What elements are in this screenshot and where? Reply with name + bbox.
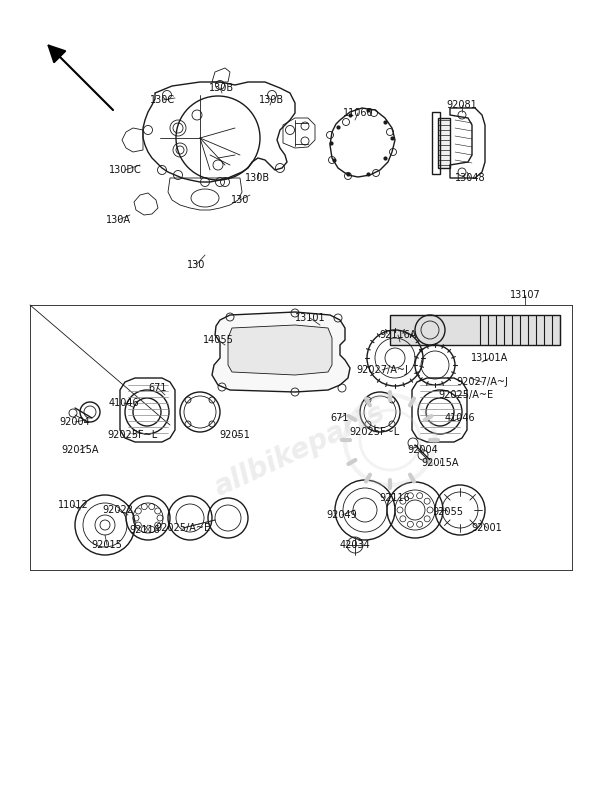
Text: 13101A: 13101A (472, 353, 509, 363)
Text: 92004: 92004 (407, 445, 439, 455)
Text: 13101: 13101 (295, 313, 325, 323)
Text: 92116: 92116 (130, 525, 160, 535)
Text: 92027/A~J: 92027/A~J (456, 377, 508, 387)
Text: allbikeparts: allbikeparts (210, 398, 390, 502)
Text: 92027/A~J: 92027/A~J (356, 365, 408, 375)
Polygon shape (228, 325, 332, 375)
Text: 130C: 130C (151, 95, 176, 105)
Text: 671: 671 (331, 413, 349, 423)
Text: 11012: 11012 (58, 500, 88, 510)
Text: 92051: 92051 (220, 430, 250, 440)
Text: 92022: 92022 (103, 505, 133, 515)
Polygon shape (438, 118, 450, 168)
Text: 13107: 13107 (509, 290, 541, 300)
Polygon shape (390, 315, 560, 345)
Text: 92116: 92116 (380, 493, 410, 503)
Text: 92025/A~E: 92025/A~E (155, 523, 211, 533)
Text: 130B: 130B (245, 173, 271, 183)
Text: 92025F~L: 92025F~L (108, 430, 158, 440)
Text: 92015A: 92015A (61, 445, 99, 455)
Text: 92025F~L: 92025F~L (349, 427, 399, 437)
Text: 130B: 130B (259, 95, 284, 105)
Text: 130A: 130A (106, 215, 131, 225)
Text: 11060: 11060 (343, 108, 373, 118)
Polygon shape (212, 312, 350, 392)
Text: 130B: 130B (209, 83, 235, 93)
Text: 13048: 13048 (455, 173, 485, 183)
Text: 92015A: 92015A (421, 458, 459, 468)
Text: 42034: 42034 (340, 540, 370, 550)
Text: 92055: 92055 (433, 507, 464, 517)
Text: 130: 130 (231, 195, 249, 205)
Text: 92025/A~E: 92025/A~E (439, 390, 494, 400)
Text: 92116A: 92116A (379, 330, 416, 340)
Text: 92001: 92001 (472, 523, 502, 533)
Text: 41046: 41046 (445, 413, 475, 423)
Text: 92015: 92015 (92, 540, 122, 550)
Text: 14055: 14055 (203, 335, 233, 345)
Text: 671: 671 (149, 383, 167, 393)
Text: 130DC: 130DC (109, 165, 142, 175)
Text: 92081: 92081 (446, 100, 478, 110)
Text: 92004: 92004 (59, 417, 91, 427)
Text: 41046: 41046 (109, 398, 139, 408)
Text: 92049: 92049 (326, 510, 358, 520)
Text: 130: 130 (187, 260, 205, 270)
